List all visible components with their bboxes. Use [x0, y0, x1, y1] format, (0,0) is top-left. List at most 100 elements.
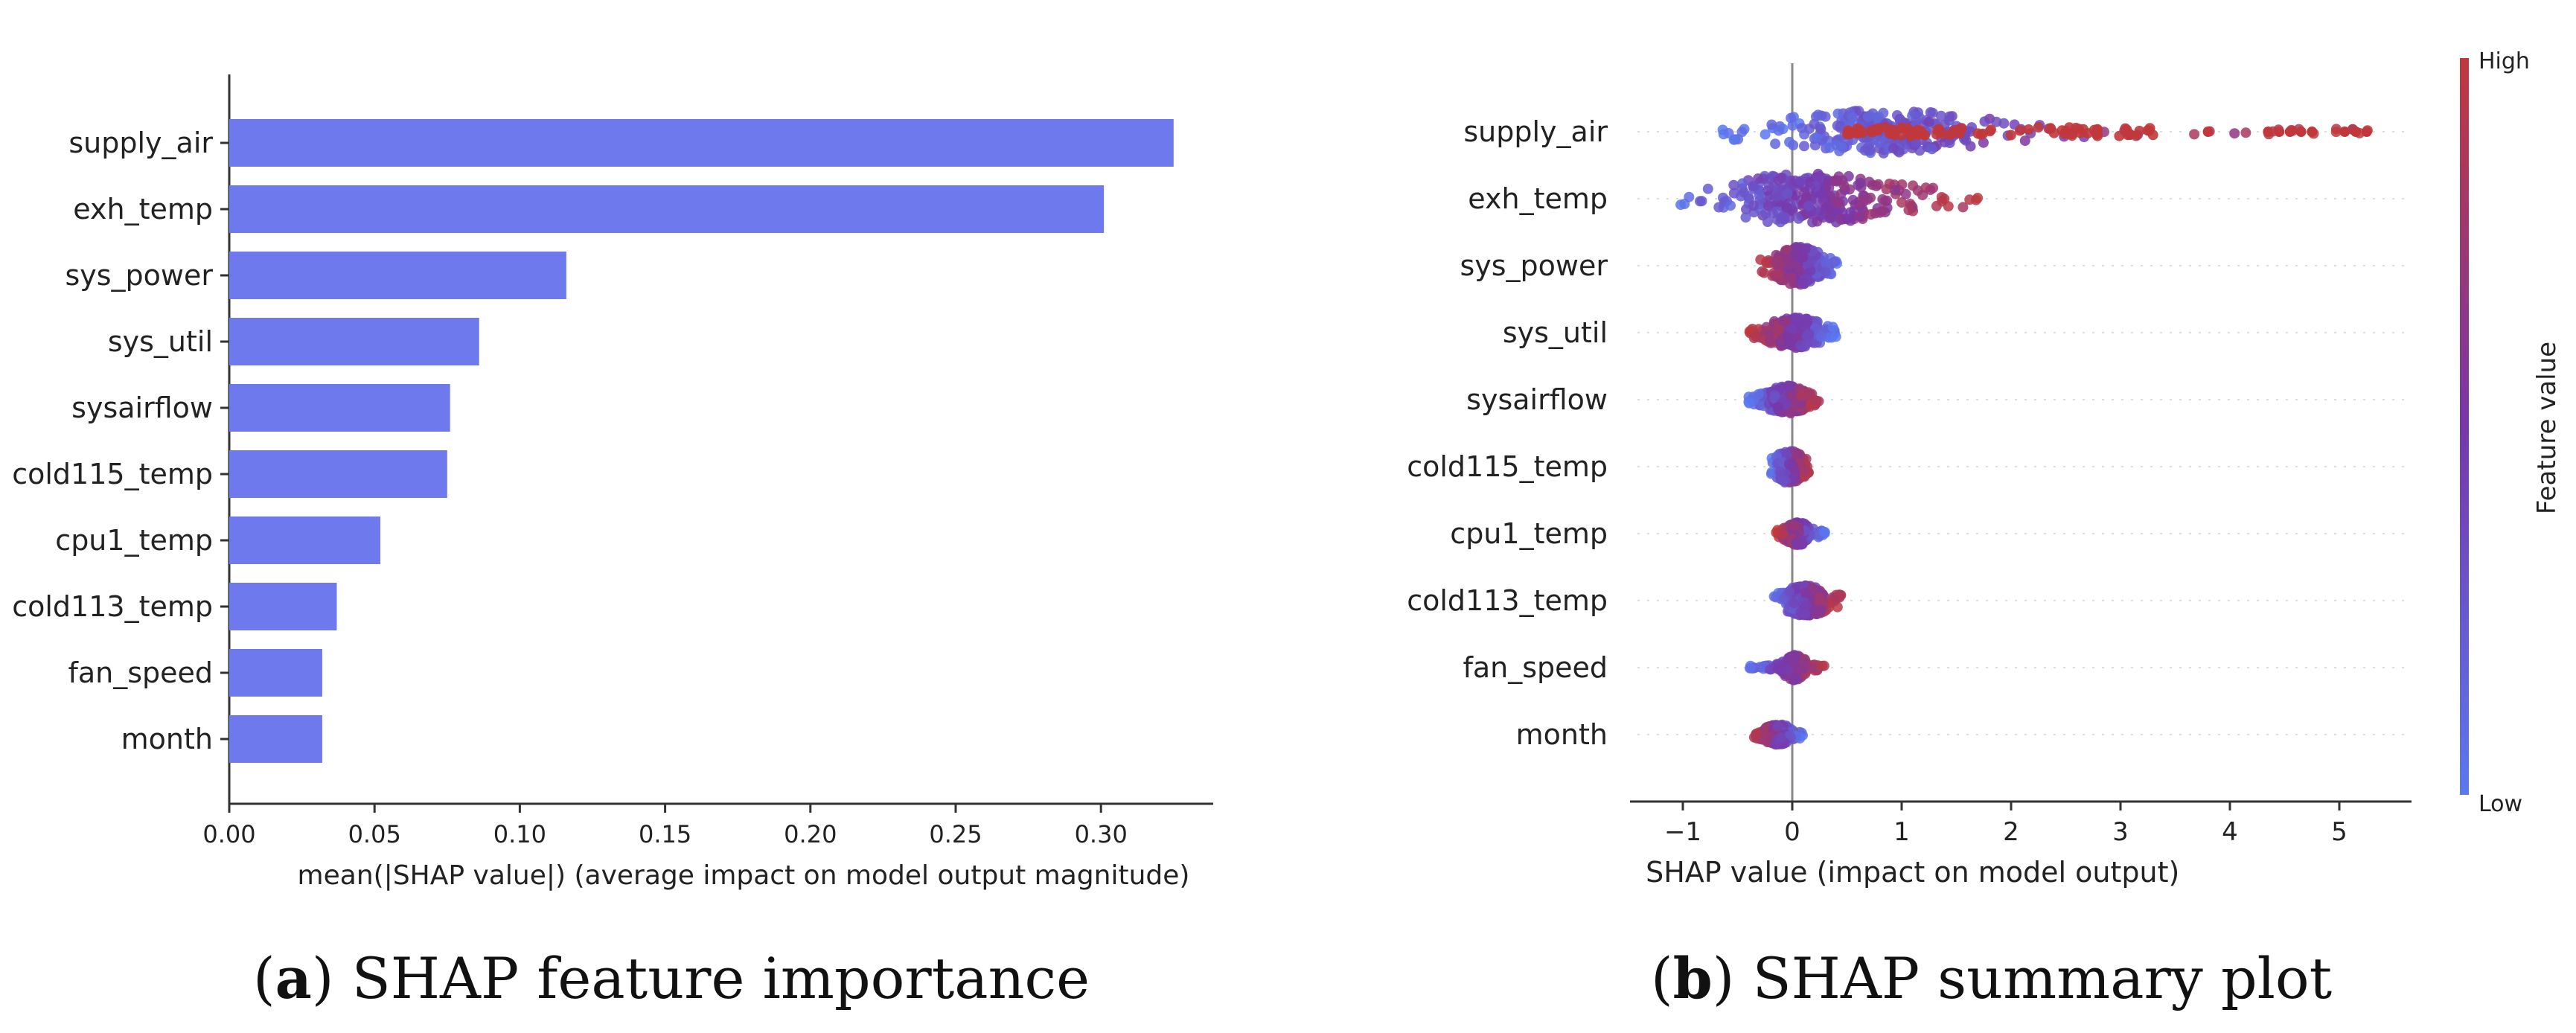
swarm-tail-supply-air	[1841, 122, 2372, 141]
colorbar-title: Feature value	[2532, 342, 2562, 514]
swarm-point-fan-speed	[1789, 656, 1800, 668]
tail-point-supply-air	[2023, 124, 2034, 135]
swarm-point-exh-temp	[1793, 213, 1804, 224]
caption-b-letter: b	[1672, 945, 1713, 1011]
swarm-point-cold113-temp	[1778, 593, 1789, 604]
tail-point-supply-air	[2114, 130, 2125, 141]
outlier-point-supply-air	[2295, 127, 2307, 137]
swarm-point-supply-air	[1944, 138, 1955, 148]
swarm-point-cold113-temp	[1800, 587, 1811, 598]
x-tick-label-a-6: 0.30	[1075, 820, 1128, 848]
tail-point-supply-air	[1908, 127, 1919, 138]
x-tick-label-b-6: 5	[2331, 817, 2348, 847]
swarm-point-exh-temp	[1824, 211, 1835, 223]
swarm-point-exh-temp	[1675, 199, 1687, 211]
y-tick-label-month: month	[121, 723, 213, 755]
swarm-fan-speed	[1745, 650, 1829, 685]
swarm-point-exh-temp	[1748, 181, 1759, 192]
swarm-cpu1-temp	[1771, 517, 1830, 551]
colorbar	[2460, 58, 2469, 795]
y-tick-label-cpu1-temp: cpu1_temp	[55, 524, 213, 557]
swarm-point-supply-air	[1784, 136, 1795, 147]
swarm-point-exh-temp	[1684, 191, 1695, 202]
swarm-point-exh-temp	[1864, 176, 1875, 188]
swarm-point-exh-temp	[1903, 205, 1914, 216]
swarm-point-exh-temp	[1890, 185, 1900, 196]
feature-label-cold115-temp: cold115_temp	[1407, 450, 1608, 483]
tail-point-supply-air	[2005, 129, 2016, 141]
swarm-point-exh-temp	[1957, 202, 1969, 213]
swarm-point-supply-air	[1926, 144, 1937, 155]
x-tick-label-a-0: 0.00	[202, 820, 255, 848]
x-tick-label-b-5: 4	[2222, 817, 2238, 847]
swarm-point-exh-temp	[1937, 196, 1948, 207]
swarm-point-supply-air	[1935, 110, 1946, 121]
swarm-point-cpu1-temp	[1819, 527, 1830, 537]
swarm-point-exh-temp	[1820, 193, 1831, 204]
swarm-point-exh-temp	[1728, 179, 1739, 191]
swarm-point-exh-temp	[1805, 182, 1816, 193]
swarm-point-exh-temp	[1740, 212, 1751, 223]
swarm-point-supply-air	[1770, 138, 1781, 150]
swarm-point-exh-temp	[1748, 200, 1759, 211]
swarm-point-sysairflow	[1753, 388, 1764, 400]
swarm-point-sys-power	[1786, 272, 1797, 284]
swarm-point-exh-temp	[1702, 183, 1713, 194]
swarm-point-sysairflow	[1789, 391, 1800, 402]
swarm-point-supply-air	[1786, 112, 1797, 124]
swarm-point-fan-speed	[1765, 664, 1776, 675]
y-tick-label-fan-speed: fan_speed	[68, 656, 213, 689]
swarm-point-sys-util	[1780, 316, 1792, 327]
swarm-point-exh-temp	[1737, 178, 1748, 189]
swarm-point-sysairflow	[1783, 380, 1794, 391]
outlier-point-supply-air	[2263, 127, 2274, 137]
swarm-point-cold115-temp	[1777, 475, 1788, 486]
swarm-point-sys-util	[1830, 331, 1841, 342]
swarm-point-supply-air	[1728, 134, 1739, 145]
x-tick-label-a-3: 0.15	[639, 820, 691, 848]
outlier-point-supply-air	[2339, 127, 2350, 137]
swarm-point-cold113-temp	[1771, 592, 1782, 603]
y-tick-label-cold115-temp: cold115_temp	[12, 458, 213, 490]
swarm-point-supply-air	[2330, 127, 2342, 138]
swarm-point-cold113-temp	[1814, 592, 1825, 604]
swarm-point-supply-air	[1991, 116, 2002, 127]
x-tick-label-b-2: 1	[1893, 817, 1910, 847]
swarm-point-supply-air	[1927, 107, 1938, 118]
swarm-point-exh-temp	[1773, 175, 1784, 186]
swarm-point-exh-temp	[1795, 176, 1806, 187]
swarm-point-supply-air	[1979, 116, 1990, 127]
bar-cold113-temp	[229, 583, 337, 630]
y-tick-label-sysairflow: sysairflow	[71, 391, 213, 424]
swarm-point-supply-air	[1847, 112, 1858, 123]
swarm-point-exh-temp	[1881, 184, 1892, 195]
swarm-point-sysairflow	[1797, 388, 1809, 399]
swarm-month	[1748, 719, 1808, 750]
feature-label-sys-power: sys_power	[1460, 249, 1608, 282]
y-tick-label-cold113-temp: cold113_temp	[12, 590, 213, 623]
swarm-point-sys-power	[1797, 277, 1808, 288]
swarm-point-supply-air	[1943, 115, 1955, 126]
x-axis-label-a: mean(|SHAP value|) (average impact on mo…	[298, 860, 1190, 891]
tail-point-supply-air	[2014, 125, 2025, 136]
outlier-point-supply-air	[2274, 127, 2285, 137]
swarm-point-sys-util	[1795, 340, 1806, 351]
swarm-point-cold113-temp	[1834, 589, 1845, 601]
bar-month	[229, 715, 322, 763]
y-tick-label-sys-util: sys_util	[108, 325, 213, 358]
swarm-point-exh-temp	[1696, 196, 1707, 207]
swarm-point-exh-temp	[1862, 194, 1873, 205]
swarm-point-exh-temp	[1781, 202, 1792, 213]
swarm-point-cpu1-temp	[1777, 528, 1788, 540]
swarm-point-cold113-temp	[1815, 604, 1826, 615]
tail-point-supply-air	[2121, 124, 2132, 135]
feature-label-month: month	[1516, 718, 1608, 751]
swarm-point-sys-power	[1820, 267, 1831, 278]
caption-b: (b) SHAP summary plot	[1651, 945, 2333, 1011]
swarm-point-supply-air	[2189, 129, 2200, 140]
swarm-point-supply-air	[1760, 129, 1771, 140]
swarm-point-exh-temp	[1763, 180, 1774, 191]
swarm-point-supply-air	[1830, 139, 1841, 150]
swarm-point-sys-util	[1816, 331, 1826, 342]
